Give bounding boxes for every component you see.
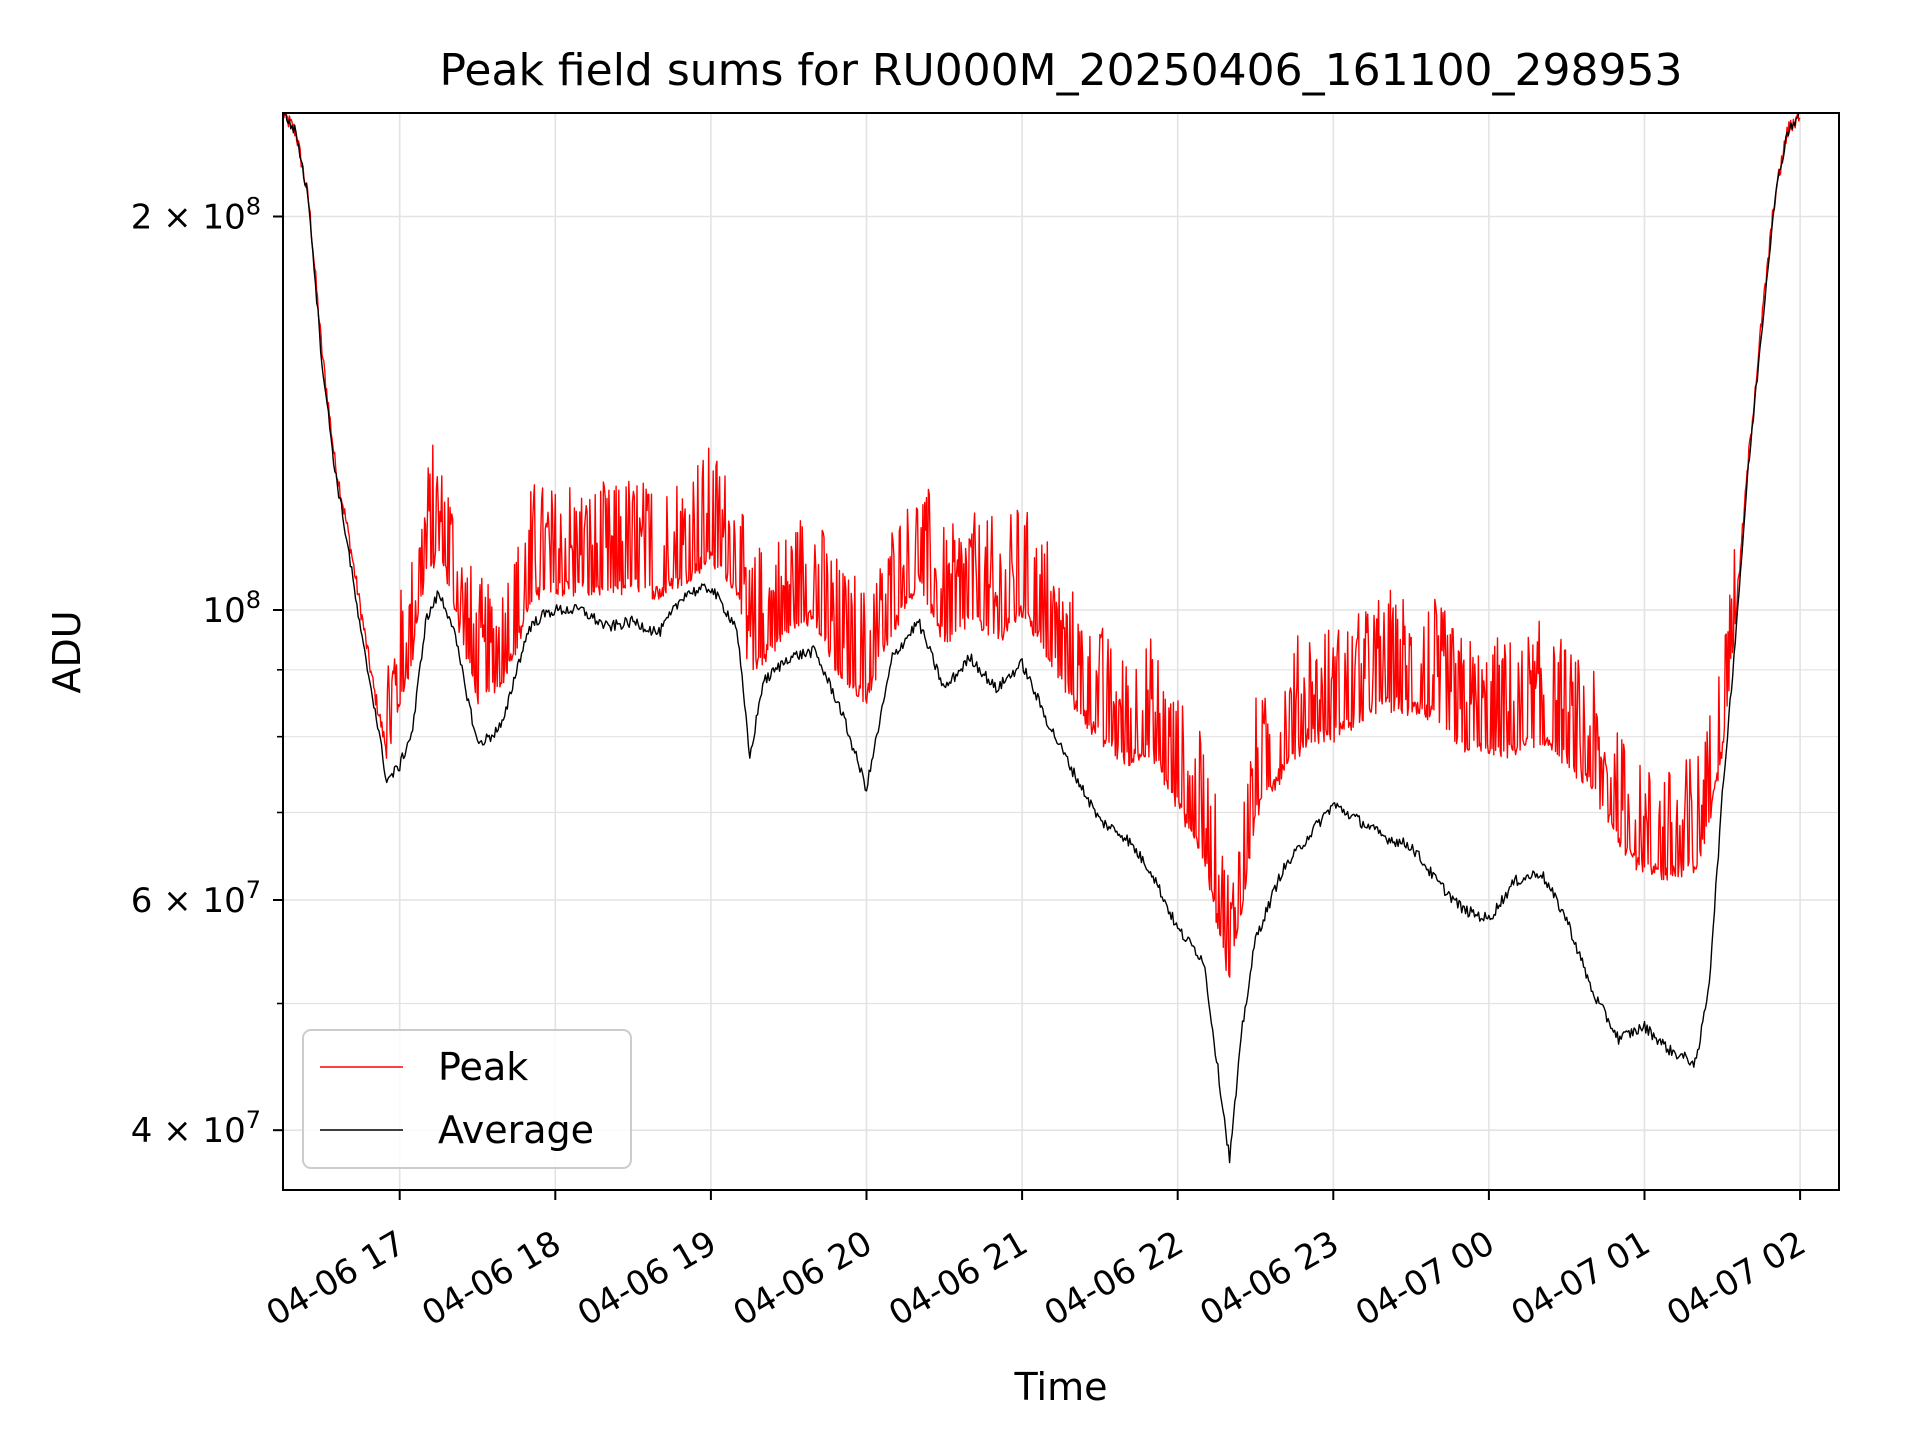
x-axis-label: Time xyxy=(1014,1365,1108,1409)
y-tick-label: 108 xyxy=(202,586,261,631)
y-tick-label: 2 × 108 xyxy=(131,193,261,238)
chart-title: Peak field sums for RU000M_20250406_1611… xyxy=(439,45,1682,96)
y-axis-label: ADU xyxy=(45,610,89,693)
grid xyxy=(283,113,1839,1190)
plot-frame xyxy=(282,112,1840,1191)
legend-peak-label: Peak xyxy=(438,1045,528,1089)
legend-box xyxy=(302,1029,632,1169)
series-layer xyxy=(282,112,1801,1164)
series-average-line xyxy=(282,112,1801,1164)
y-tick-label: 6 × 107 xyxy=(131,876,261,921)
y-tick-label: 4 × 107 xyxy=(131,1106,261,1151)
legend: Peak Average xyxy=(302,1029,632,1169)
series-peak-line xyxy=(282,112,1801,978)
legend-average-label: Average xyxy=(438,1108,594,1152)
